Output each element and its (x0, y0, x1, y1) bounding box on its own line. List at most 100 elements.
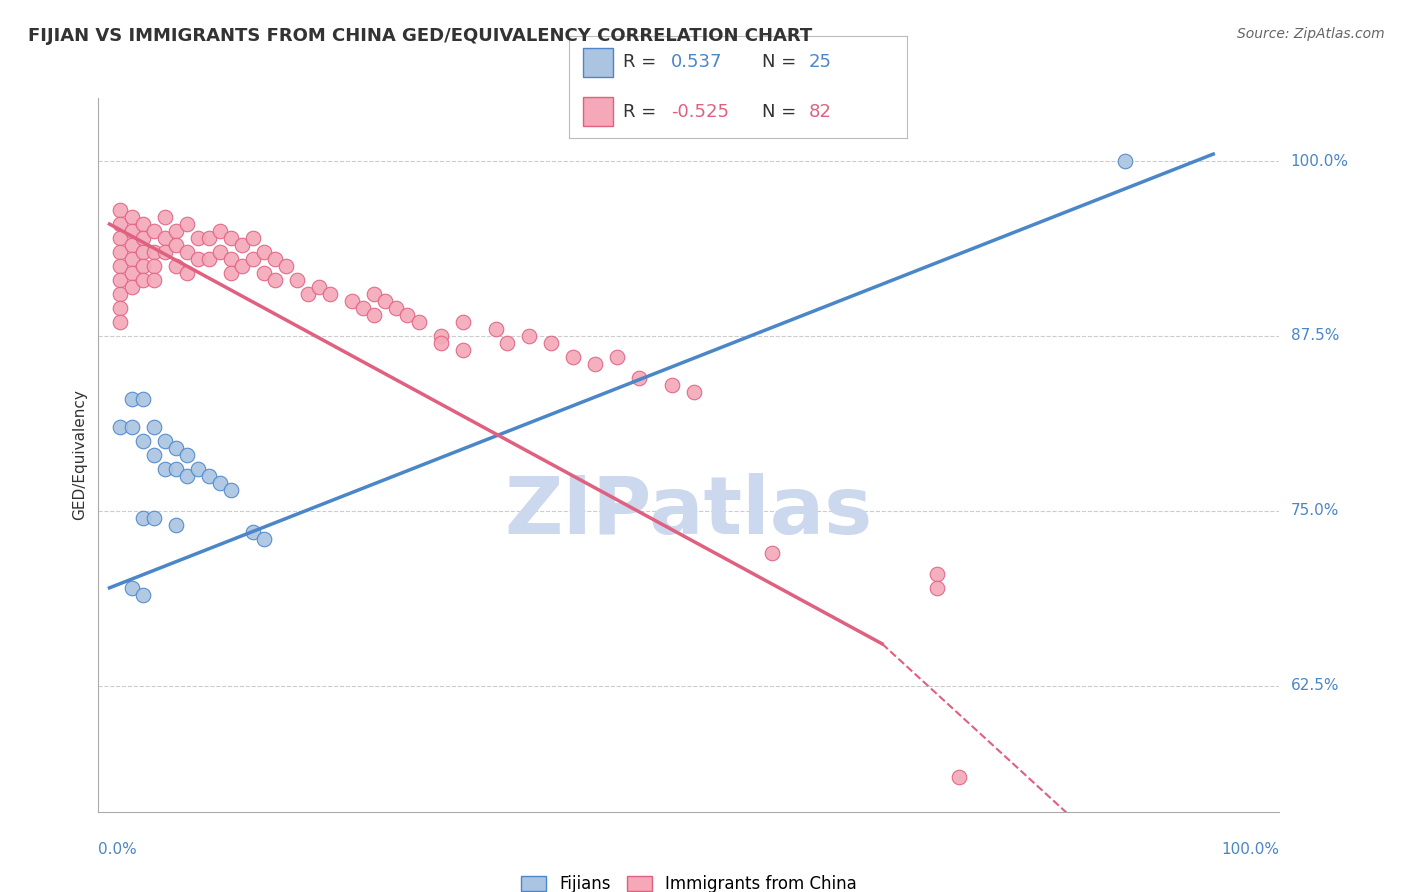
Point (231, 238, 253, 252)
Point (495, 336, 517, 351)
Point (429, 329, 451, 343)
Point (110, 202, 132, 217)
Text: ZIPatlas: ZIPatlas (505, 473, 873, 551)
Legend: Fijians, Immigrants from China: Fijians, Immigrants from China (515, 869, 863, 892)
Point (352, 301, 374, 315)
Point (219, 483, 242, 497)
Point (583, 357, 606, 371)
Point (121, 252, 143, 266)
Point (142, 245, 165, 260)
Point (264, 252, 287, 266)
Point (253, 245, 276, 260)
Point (131, 511, 153, 525)
Point (761, 546, 783, 560)
Point (131, 392, 153, 406)
Point (131, 217, 153, 231)
Point (110, 315, 132, 329)
Point (165, 238, 187, 252)
Point (110, 420, 132, 434)
Point (142, 224, 165, 238)
Point (110, 273, 132, 287)
Text: FIJIAN VS IMMIGRANTS FROM CHINA GED/EQUIVALENCY CORRELATION CHART: FIJIAN VS IMMIGRANTS FROM CHINA GED/EQUI… (28, 27, 813, 45)
Point (165, 462, 187, 476)
Point (540, 336, 562, 351)
Point (110, 231, 132, 245)
Point (121, 238, 143, 252)
Text: Source: ZipAtlas.com: Source: ZipAtlas.com (1237, 27, 1385, 41)
Point (208, 224, 231, 238)
Point (176, 266, 198, 280)
Point (208, 475, 231, 490)
Point (176, 217, 198, 231)
Point (187, 462, 209, 476)
Point (176, 448, 198, 462)
Point (110, 217, 132, 231)
Point (121, 581, 143, 595)
Point (121, 210, 143, 224)
Point (606, 350, 628, 364)
Point (121, 420, 143, 434)
Point (927, 581, 949, 595)
Text: R =: R = (623, 103, 662, 120)
Point (131, 259, 153, 273)
Text: 25: 25 (808, 54, 832, 71)
Text: 75.0%: 75.0% (1291, 503, 1339, 518)
Point (396, 308, 419, 322)
Point (308, 280, 330, 294)
Point (142, 420, 165, 434)
Point (110, 259, 132, 273)
Point (153, 245, 176, 260)
Point (297, 287, 319, 301)
FancyBboxPatch shape (583, 48, 613, 77)
Point (451, 343, 474, 357)
Point (219, 266, 242, 280)
Point (231, 259, 253, 273)
Text: N =: N = (762, 103, 801, 120)
Point (242, 231, 264, 245)
Point (176, 469, 198, 483)
Point (374, 293, 396, 308)
Text: 87.5%: 87.5% (1291, 328, 1339, 343)
Point (176, 245, 198, 260)
Text: 100.0%: 100.0% (1222, 842, 1279, 857)
Point (628, 371, 651, 385)
Point (153, 434, 176, 448)
Point (131, 588, 153, 602)
Point (219, 231, 242, 245)
Text: N =: N = (762, 54, 801, 71)
Point (408, 315, 430, 329)
Text: -0.525: -0.525 (671, 103, 728, 120)
Point (661, 378, 683, 392)
Point (562, 350, 585, 364)
Point (363, 287, 385, 301)
Point (110, 301, 132, 315)
Point (110, 245, 132, 260)
Point (429, 336, 451, 351)
Point (253, 532, 276, 546)
Point (198, 469, 221, 483)
Point (165, 259, 187, 273)
Point (110, 287, 132, 301)
Point (131, 231, 153, 245)
Point (187, 252, 209, 266)
Point (219, 252, 242, 266)
Point (153, 210, 176, 224)
Point (342, 293, 364, 308)
Point (142, 273, 165, 287)
Text: 62.5%: 62.5% (1291, 678, 1339, 693)
Point (485, 322, 508, 336)
Text: 82: 82 (808, 103, 832, 120)
Point (142, 448, 165, 462)
Text: 0.537: 0.537 (671, 54, 723, 71)
Point (264, 273, 287, 287)
Point (187, 231, 209, 245)
Point (274, 259, 297, 273)
Point (198, 252, 221, 266)
Point (131, 273, 153, 287)
Text: 0.0%: 0.0% (98, 842, 138, 857)
Point (198, 231, 221, 245)
Point (1114, 154, 1136, 169)
Point (927, 566, 949, 581)
Point (165, 441, 187, 455)
Point (153, 231, 176, 245)
